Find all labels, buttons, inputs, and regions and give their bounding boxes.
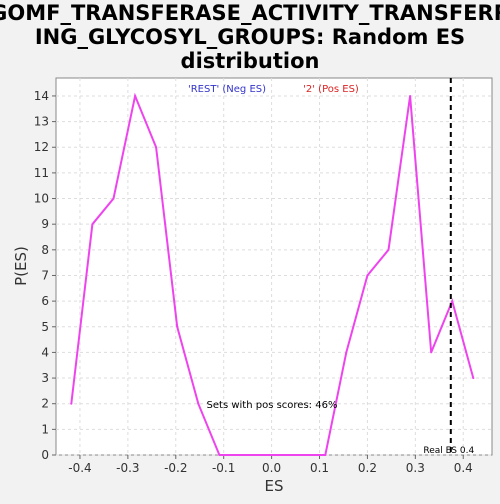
x-tick-label: -0.4 [68,461,91,475]
data-point [155,146,158,149]
x-tick-label: 0.3 [406,461,425,475]
x-tick-label: -0.2 [164,461,187,475]
chart-title-line-3: distribution [181,49,320,73]
series [70,92,475,456]
y-tick-label: 4 [41,345,49,359]
legend-entry-pos: '2' (Pos ES) [303,84,359,95]
axes: -0.4 -0.3 -0.2 -0.1 0.0 0.1 0.2 0.3 0.4012345678… [34,89,473,475]
data-point [430,351,433,354]
pos-scores-annotation: Sets with pos scores: 46% [207,400,338,411]
data-point [387,248,390,251]
y-tick-label: 10 [34,192,49,206]
y-tick-label: 12 [34,140,49,154]
y-tick-label: 9 [41,217,49,231]
grid [56,78,492,456]
data-point [112,197,115,200]
y-tick-label: 11 [34,166,49,180]
y-tick-label: 2 [41,397,49,411]
y-tick-label: 0 [41,448,49,462]
data-point [451,300,454,303]
plot-area [55,77,493,456]
x-axis-label: ES [265,477,284,495]
x-tick-label: -0.1 [212,461,235,475]
y-tick-label: 13 [34,115,49,129]
data-point [176,325,179,328]
data-point [70,402,73,405]
chart-title-line-1: GOMF_TRANSFERASE_ACTIVITY_TRANSFERR [0,1,500,25]
x-tick-label: 0.0 [262,461,281,475]
x-tick-label: -0.3 [116,461,139,475]
y-axis-label: P(ES) [12,246,30,286]
x-tick-label: 0.4 [454,461,473,475]
legend-entry-neg: 'REST' (Neg ES) [188,84,266,95]
x-tick-label: 0.1 [310,461,329,475]
data-point [324,454,327,456]
data-point [409,95,412,97]
real-es-label: Real ES 0.4 [423,446,474,456]
data-point [134,95,137,97]
y-tick-label: 8 [41,243,49,257]
data-point [472,377,475,380]
y-tick-label: 5 [41,320,49,334]
data-point [366,274,369,277]
data-point [91,223,94,226]
chart-title-line-2: ING_GLYCOSYL_GROUPS: Random ES [35,25,465,49]
series-line [70,92,475,456]
y-tick-label: 14 [34,89,49,103]
y-tick-label: 1 [41,422,49,436]
data-point [345,351,348,354]
y-tick-label: 7 [41,268,49,282]
data-point [218,454,221,456]
y-tick-label: 3 [41,371,49,385]
y-tick-label: 6 [41,294,49,308]
data-point [197,402,200,405]
x-tick-label: 0.2 [358,461,377,475]
